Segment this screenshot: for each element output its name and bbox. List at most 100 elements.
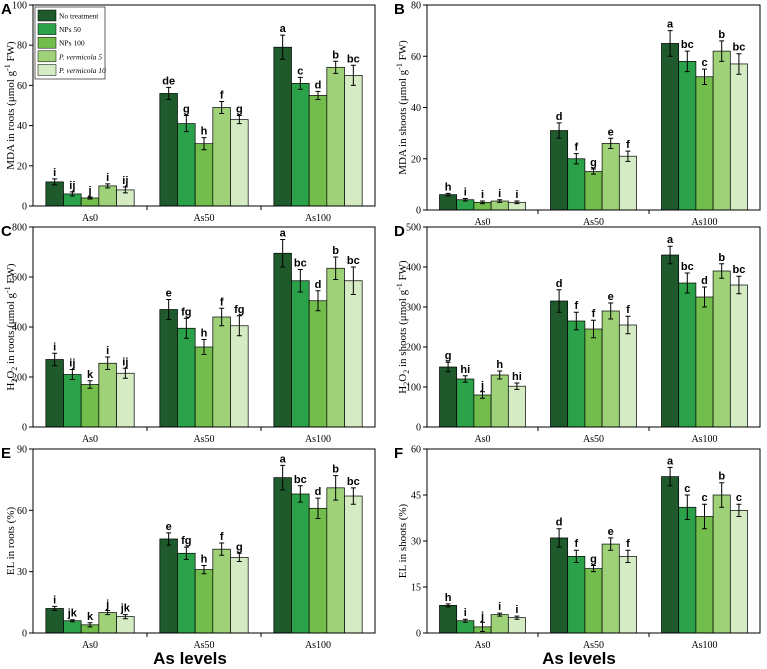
bar-as50-series4 bbox=[601, 543, 620, 634]
significance-letter: e bbox=[608, 526, 614, 538]
panel-b: Bh d a i f bc i g c i e b i f bc 0 20 40 60 80 As0 As50 As100 M… bbox=[394, 1, 761, 228]
y-tick-label: 90 bbox=[17, 445, 27, 456]
bar-as0-series4 bbox=[98, 185, 117, 207]
error-bar bbox=[122, 367, 128, 379]
y-tick-label: 200 bbox=[12, 373, 27, 384]
significance-letter: i bbox=[515, 189, 518, 201]
significance-letter: b bbox=[718, 471, 725, 483]
error-bar bbox=[166, 299, 172, 320]
panel-letter: C bbox=[1, 223, 12, 240]
bar-as100-series2 bbox=[678, 61, 697, 211]
legend-label: NPs 100 bbox=[59, 39, 85, 48]
error-bar bbox=[514, 200, 520, 205]
y-tick-label: 100 bbox=[12, 1, 27, 12]
significance-letter: f bbox=[626, 304, 630, 316]
error-bar bbox=[280, 239, 286, 268]
bar-as100-series5 bbox=[729, 509, 748, 634]
bar-as50-series5 bbox=[618, 324, 637, 428]
bar-as50-series4 bbox=[212, 107, 231, 207]
error-bar bbox=[462, 197, 468, 202]
y-tick-label: 60 bbox=[411, 52, 421, 63]
y-tick-label: 0 bbox=[22, 629, 27, 640]
error-bar bbox=[105, 183, 111, 189]
significance-letter: i bbox=[53, 341, 56, 353]
bar-as50-series4 bbox=[212, 316, 231, 428]
error-bar bbox=[667, 245, 673, 265]
bar-as100-series3 bbox=[695, 296, 714, 428]
significance-letter: b bbox=[332, 245, 339, 257]
significance-letter: d bbox=[315, 279, 322, 291]
bar-as50-series5 bbox=[618, 155, 637, 211]
error-bar bbox=[69, 619, 75, 623]
bar-as50-series3 bbox=[194, 569, 214, 634]
significance-letter: h bbox=[201, 328, 208, 340]
error-bar bbox=[122, 614, 128, 620]
error-bar bbox=[514, 615, 520, 620]
bar-as50-series5 bbox=[230, 119, 249, 207]
panel-letter: A bbox=[1, 1, 12, 18]
error-bar bbox=[333, 256, 339, 280]
bar-as0-series4 bbox=[490, 374, 509, 428]
x-tick-label: As0 bbox=[82, 434, 98, 445]
error-bar bbox=[573, 311, 579, 331]
significance-letter: jk bbox=[120, 603, 131, 615]
error-bar bbox=[591, 168, 596, 175]
significance-letter: i bbox=[106, 345, 109, 357]
y-tick-label: 0 bbox=[416, 206, 421, 217]
significance-letter: f bbox=[574, 142, 578, 154]
error-bar bbox=[556, 122, 562, 139]
bar-as0-series5 bbox=[116, 372, 135, 428]
y-tick-label: 80 bbox=[411, 1, 421, 12]
error-bar bbox=[280, 464, 286, 491]
bar-as0-series2 bbox=[456, 378, 475, 428]
y-axis-label: H2O2 in roots (μmol g-1 FW) bbox=[3, 263, 19, 391]
bar-as100-series1 bbox=[661, 476, 680, 634]
error-bar bbox=[625, 315, 631, 335]
error-bar bbox=[684, 494, 690, 521]
bar-as50-series4 bbox=[601, 310, 620, 428]
error-bar bbox=[608, 137, 614, 149]
error-bar bbox=[183, 115, 189, 133]
x-tick-label: As50 bbox=[193, 640, 214, 651]
bar-as0-series3 bbox=[80, 384, 100, 428]
bar-as100-series1 bbox=[273, 46, 292, 207]
bar-as100-series5 bbox=[729, 284, 748, 428]
bar-as50-series4 bbox=[212, 548, 231, 634]
error-bar bbox=[736, 53, 742, 75]
error-bar bbox=[87, 380, 93, 389]
significance-letter: i bbox=[53, 594, 56, 606]
error-bar bbox=[297, 269, 303, 293]
bar-as0-series2 bbox=[63, 620, 82, 634]
error-bar bbox=[719, 263, 725, 279]
significance-letter: ij bbox=[122, 175, 128, 187]
error-bar bbox=[219, 307, 225, 327]
error-bar bbox=[52, 178, 58, 186]
significance-letter: k bbox=[87, 611, 94, 623]
bar-as50-series1 bbox=[159, 309, 178, 428]
significance-letter: e bbox=[608, 291, 614, 303]
error-bar bbox=[236, 115, 242, 125]
x-tick-label: As100 bbox=[305, 640, 331, 651]
error-bar bbox=[183, 546, 189, 560]
error-bar bbox=[591, 565, 596, 573]
bar-as100-series2 bbox=[291, 83, 310, 207]
legend-label: NPs 50 bbox=[59, 25, 81, 34]
legend-swatch bbox=[37, 36, 57, 49]
error-bar bbox=[514, 382, 520, 390]
y-tick-label: 0 bbox=[22, 202, 27, 213]
significance-letter: bc bbox=[347, 476, 360, 488]
significance-letter: d bbox=[556, 278, 563, 290]
error-bar bbox=[166, 532, 172, 546]
x-tick-label: As0 bbox=[82, 213, 98, 224]
error-bar bbox=[69, 369, 75, 380]
significance-letter: i bbox=[498, 601, 501, 613]
bar-as0-series1 bbox=[45, 181, 64, 207]
significance-letter: g bbox=[590, 554, 597, 566]
bar-as50-series3 bbox=[194, 346, 214, 428]
significance-letter: c bbox=[684, 483, 690, 495]
panel-letter: F bbox=[394, 445, 403, 462]
error-bar bbox=[556, 289, 562, 313]
error-bar bbox=[350, 266, 356, 295]
